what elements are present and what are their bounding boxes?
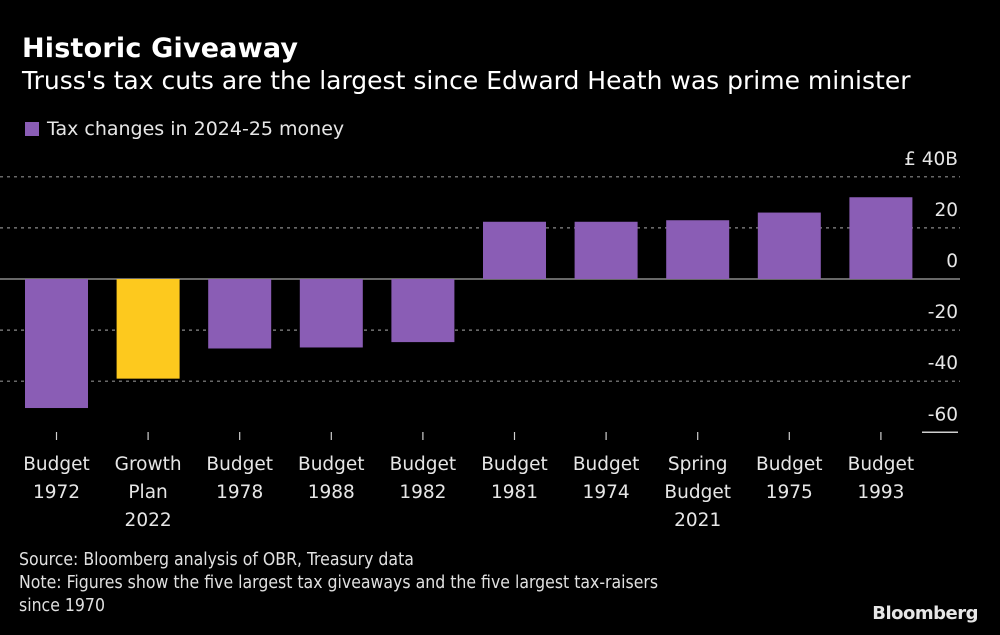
bar [299, 279, 363, 348]
bar [483, 221, 546, 279]
footer: Source: Bloomberg analysis of OBR, Treas… [19, 549, 658, 618]
note-line-1: Note: Figures show the five largest tax … [19, 573, 659, 593]
bars [25, 197, 913, 409]
bar [666, 220, 730, 279]
chart-title: Historic Giveaway [22, 33, 299, 64]
x-tick-label: Budget 1982 [390, 454, 457, 503]
x-tick-label: Budget 1978 [206, 454, 273, 503]
y-tick-label: -20 [928, 302, 958, 323]
bloomberg-logo: Bloomberg [872, 603, 978, 624]
note-line-2: since 1970 [19, 596, 105, 616]
bar [116, 279, 180, 379]
legend-label: Tax changes in 2024-25 money [47, 118, 345, 140]
y-tick-label: -60 [928, 404, 958, 425]
x-tick-label: Budget 1993 [848, 454, 915, 503]
y-tick-label: £ 40B [904, 149, 958, 170]
legend: Tax changes in 2024-25 money [25, 118, 344, 140]
chart-subtitle: Truss's tax cuts are the largest since E… [22, 66, 911, 95]
source-note: Source: Bloomberg analysis of OBR, Treas… [19, 550, 414, 570]
x-tick-label: Growth Plan 2022 [115, 454, 182, 531]
legend-swatch [25, 122, 39, 136]
x-tick-label: Budget 1988 [298, 454, 365, 503]
bar [574, 221, 638, 279]
x-tick-label: Spring Budget 2021 [664, 454, 731, 531]
bar [208, 279, 272, 349]
x-tick-label: Budget 1981 [481, 454, 548, 503]
bar [391, 279, 455, 343]
x-tick-label: Budget 1974 [573, 454, 640, 503]
y-tick-label: -40 [928, 353, 958, 374]
y-axis: £ 40B 20 0 -20 -40 -60 [904, 149, 958, 425]
x-tick-label: Budget 1972 [23, 454, 90, 503]
bar [757, 212, 821, 279]
x-axis: Budget 1972 Growth Plan 2022 Budget 1978 Budget… [23, 432, 914, 531]
y-tick-label: 0 [946, 251, 958, 272]
bar [25, 279, 88, 409]
bar [849, 197, 913, 279]
y-tick-label: 20 [934, 200, 958, 221]
x-tick-label: Budget 1975 [756, 454, 823, 503]
